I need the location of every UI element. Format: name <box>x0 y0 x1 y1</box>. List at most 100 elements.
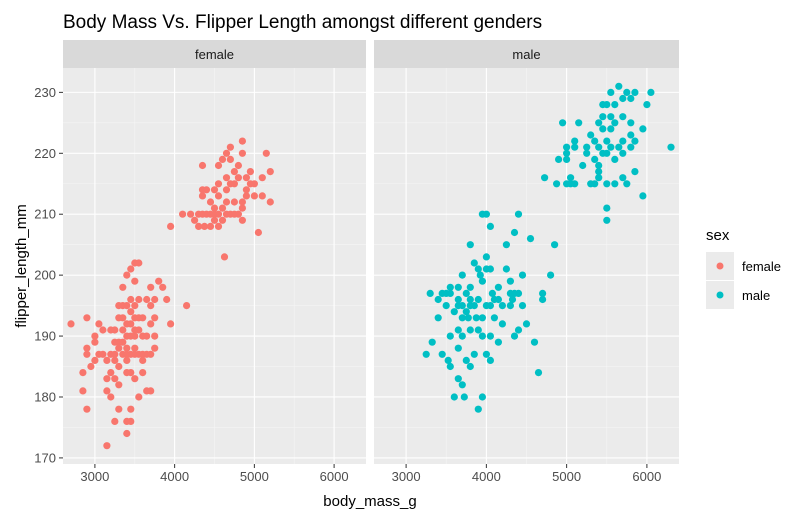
data-point-female <box>230 168 238 176</box>
data-point-male <box>446 362 454 371</box>
data-point-female <box>206 198 215 206</box>
data-point-male <box>571 180 579 188</box>
data-point-female <box>234 174 242 182</box>
data-point-male <box>603 216 611 224</box>
data-point-female <box>139 314 147 322</box>
data-point-female <box>79 387 87 395</box>
data-point-male <box>462 356 470 364</box>
data-point-male <box>494 338 502 346</box>
data-point-female <box>183 302 191 310</box>
data-point-male <box>466 362 474 371</box>
data-point-female <box>198 161 207 170</box>
data-point-male <box>595 143 603 151</box>
data-point-male <box>631 168 639 176</box>
data-point-female <box>111 326 119 334</box>
data-point-male <box>611 101 619 109</box>
facet-male: male <box>374 40 679 464</box>
data-point-male <box>438 350 446 358</box>
data-point-female <box>107 369 115 377</box>
data-point-male <box>494 295 502 304</box>
y-tick-label: 200 <box>34 268 56 283</box>
data-point-male <box>530 338 539 346</box>
data-point-male <box>446 332 454 340</box>
data-point-male <box>623 180 631 188</box>
data-point-female <box>87 362 95 371</box>
data-point-female <box>103 387 111 395</box>
x-axis-title: body_mass_g <box>323 493 416 510</box>
data-point-male <box>603 204 611 212</box>
data-point-male <box>563 143 571 151</box>
y-axis-title: flipper_length_mm <box>13 204 30 327</box>
data-point-male <box>522 320 531 328</box>
data-point-female <box>210 204 219 212</box>
data-point-male <box>498 302 506 310</box>
data-point-male <box>444 356 452 364</box>
data-point-female <box>91 356 99 364</box>
data-point-male <box>470 350 478 358</box>
data-point-female <box>250 192 258 200</box>
data-point-female <box>187 210 195 218</box>
data-point-female <box>214 192 223 200</box>
data-point-female <box>262 149 270 157</box>
x-tick-label: 4000 <box>472 469 501 484</box>
data-point-male <box>454 375 462 383</box>
x-tick-label: 3000 <box>392 469 421 484</box>
data-point-male <box>631 137 639 145</box>
data-point-male <box>476 271 484 279</box>
data-point-female <box>191 216 199 224</box>
data-point-female <box>242 186 250 194</box>
legend-swatch-male <box>716 291 724 299</box>
data-point-female <box>214 161 223 170</box>
data-point-female <box>258 192 266 200</box>
data-point-male <box>478 332 486 340</box>
data-point-female <box>119 326 127 334</box>
data-point-male <box>619 94 627 103</box>
data-point-male <box>595 119 603 127</box>
y-tick-label: 190 <box>34 329 56 344</box>
data-point-male <box>599 125 607 133</box>
data-point-female <box>210 186 219 194</box>
data-point-male <box>611 180 619 188</box>
data-point-male <box>639 125 647 133</box>
data-point-male <box>643 101 651 109</box>
data-point-male <box>458 332 466 340</box>
legend-label-female: female <box>742 259 781 274</box>
data-point-female <box>119 338 127 346</box>
legend-swatch-female <box>716 262 724 270</box>
y-tick-label: 230 <box>34 85 56 100</box>
data-point-male <box>442 302 450 310</box>
data-point-male <box>466 283 474 291</box>
data-point-male <box>470 302 478 310</box>
data-point-female <box>107 393 115 401</box>
data-point-male <box>526 235 535 243</box>
strip-label-male: male <box>512 47 540 62</box>
data-point-female <box>147 350 155 358</box>
data-point-male <box>667 143 675 151</box>
data-point-male <box>498 320 506 328</box>
data-point-female <box>123 344 131 352</box>
data-point-male <box>615 143 623 151</box>
y-tick-label: 210 <box>34 207 56 222</box>
data-point-female <box>222 186 231 194</box>
data-point-female <box>123 429 131 438</box>
data-point-female <box>111 356 119 364</box>
data-point-male <box>627 119 635 127</box>
data-point-female <box>127 405 135 413</box>
data-point-female <box>111 375 119 383</box>
y-tick-label: 220 <box>34 146 56 161</box>
data-point-female <box>238 198 246 206</box>
data-point-male <box>454 326 462 334</box>
data-point-female <box>127 320 135 328</box>
data-point-female <box>123 302 131 310</box>
data-point-male <box>506 302 514 310</box>
data-point-male <box>428 338 436 346</box>
data-point-male <box>482 253 490 261</box>
data-point-male <box>482 350 490 358</box>
data-point-male <box>482 210 490 218</box>
data-point-female <box>266 198 274 206</box>
legend-label-male: male <box>742 288 770 303</box>
data-point-male <box>611 155 619 163</box>
data-point-male <box>466 241 474 249</box>
data-point-female <box>195 222 203 230</box>
data-point-male <box>466 295 474 304</box>
